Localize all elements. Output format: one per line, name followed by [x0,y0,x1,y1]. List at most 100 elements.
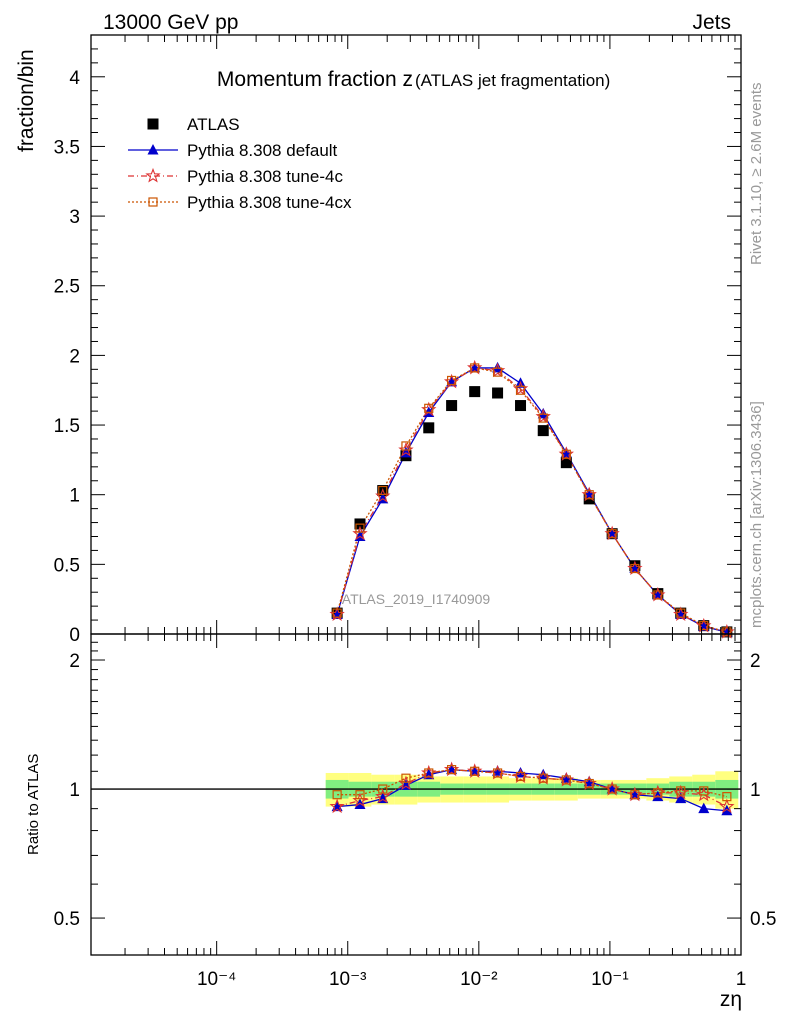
x-tick-label: 10⁻³ [329,969,367,990]
data-point [492,387,504,399]
ratio-y-axis-label: Ratio to ATLAS [25,754,42,855]
y-tick-label: 2 [69,346,80,367]
data-point [470,363,480,373]
ratio-point [722,792,732,802]
ratio-point [424,768,434,778]
ratio-point [675,792,687,804]
ratio-point [378,784,388,794]
ratio-point [400,779,412,790]
ratio-point [650,784,666,800]
side-label-top: Rivet 3.1.10, ≥ 2.6M events [748,83,765,266]
ratio-point [698,802,710,814]
ratio-point [584,778,594,789]
y-tick-label: 1 [69,486,80,507]
ratio-point [653,788,663,798]
legend: ATLAS Pythia 8.308 default Pythia 8.308 tu… [128,115,352,212]
data-point [447,375,457,386]
chart-subtitle: (ATLAS jet fragmentation) [415,71,610,90]
ratio-point [332,790,342,800]
ratio-point [627,786,643,802]
ratio-point [398,775,414,791]
data-point [352,525,368,541]
legend-label: Pythia 8.308 tune-4cx [187,193,352,212]
y-tick-label: 3 [69,207,80,228]
ratio-point [467,763,483,778]
data-point [467,359,483,375]
ratio-point [470,766,480,776]
ratio-point [607,784,617,794]
data-point [378,485,388,496]
ratio-point [630,790,640,800]
ratio-point [512,768,529,783]
y-tick-label: 0 [69,625,80,646]
legend-marker [147,144,159,155]
axis-ticks [91,34,742,955]
ratio-plot-frame [90,633,742,956]
ratio-point [719,798,735,814]
ratio-point [558,771,574,787]
ratio-point [401,773,411,783]
legend-label: Pythia 8.308 default [187,141,338,160]
data-point [722,627,732,637]
ratio-line-pythia-8.308-tune-4c [336,768,728,808]
data-point [489,362,506,378]
ratio-point [515,771,526,782]
legend-marker [147,118,159,130]
data-point [537,425,549,437]
ratio-point [581,775,597,791]
ratio-y-tick-label-left: 0.5 [54,909,80,930]
ratio-point [352,792,368,808]
data-point [515,385,526,395]
legend-marker [148,197,158,207]
ratio-point [375,788,391,804]
data-point [512,380,529,396]
ratio-point [604,780,620,796]
data-point [355,523,365,533]
ratio-point [538,773,548,783]
data-point [699,621,709,631]
chart-title: Momentum fraction z [217,68,413,91]
header-right: Jets [692,11,731,34]
x-tick-label: 10⁻² [460,969,498,990]
ratio-point [421,764,437,780]
header-left: 13000 GeV pp [103,11,238,34]
data-point [696,617,712,633]
data-point [560,457,572,469]
data-point [581,486,597,502]
data-point [469,386,481,398]
legend-label: Pythia 8.308 tune-4c [187,167,343,186]
x-axis-label: zη [720,988,742,1011]
side-label-bottom: mcplots.cern.ch [arXiv:1306.3436] [748,401,765,628]
legend-label: ATLAS [187,115,240,134]
data-point [630,563,640,574]
y-tick-label: 3.5 [54,137,80,158]
data-point [332,608,342,618]
ratio-point [696,786,712,802]
data-point [627,560,643,576]
ratio-point [329,798,345,814]
ratio-y-tick-label-left: 1 [69,780,80,801]
ratio-point [673,784,689,800]
ratio-point [699,786,709,796]
series-lines [336,367,728,812]
ratio-y-tick-label-right: 1 [750,780,761,801]
y-tick-label: 1.5 [54,416,80,437]
ratio-point [561,775,571,785]
data-point [375,488,391,503]
data-point [492,361,504,373]
ratio-point [377,792,389,804]
legend-marker [145,167,161,183]
data-point [515,400,527,412]
data-point [676,608,686,618]
ratio-point [443,761,460,777]
x-tick-label: 1 [736,969,747,990]
data-point [653,590,663,600]
ratio-point [535,770,551,785]
data-point [446,400,458,412]
axes-frames [90,34,742,956]
ratio-y-tick-label-right: 2 [750,651,761,672]
ratio-point [676,786,686,796]
data-point [584,490,594,500]
data-point [492,367,503,377]
